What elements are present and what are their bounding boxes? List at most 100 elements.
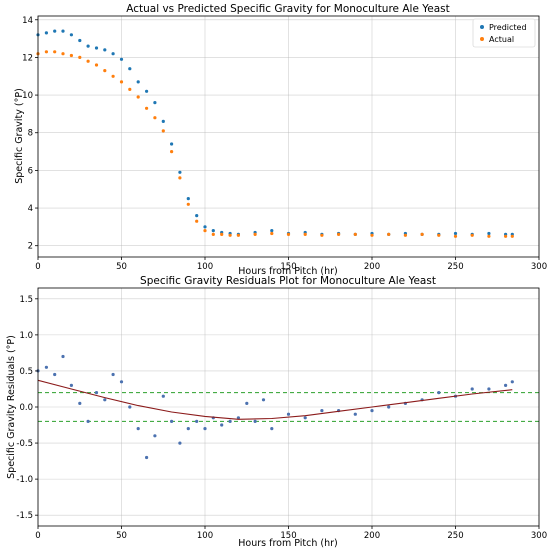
actual-point <box>236 233 240 237</box>
actual-point <box>228 233 232 237</box>
bottom-chart: Specific Gravity Residuals Plot for Mono… <box>6 275 547 549</box>
predicted-point <box>94 46 99 50</box>
predicted-point <box>153 101 157 105</box>
residual-point <box>487 387 491 391</box>
residual-point <box>161 394 165 398</box>
actual-point <box>270 231 274 236</box>
residual-point <box>178 441 182 445</box>
residual-point <box>61 354 65 359</box>
residual-point <box>353 412 357 416</box>
predicted-point <box>61 29 65 33</box>
top-y-tick-label: 10 <box>22 91 33 101</box>
top-x-tick-label: 150 <box>280 262 296 272</box>
residual-point <box>437 391 441 395</box>
predicted-point <box>53 29 57 33</box>
top-y-tick-label: 12 <box>22 53 33 63</box>
residual-point <box>145 455 149 460</box>
legend-actual-marker <box>480 37 484 41</box>
predicted-point <box>111 52 115 56</box>
predicted-point <box>178 170 182 174</box>
predicted-point <box>44 31 49 35</box>
residual-point <box>128 405 132 409</box>
actual-point <box>61 52 65 56</box>
residual-point <box>94 391 99 395</box>
top-y-tick-label: 6 <box>28 166 33 176</box>
actual-point <box>337 232 341 236</box>
actual-point <box>453 234 458 238</box>
residual-point <box>245 401 249 405</box>
residual-point <box>510 380 514 384</box>
top-chart: Actual vs Predicted Specific Gravity for… <box>14 3 547 277</box>
actual-point <box>94 63 99 67</box>
predicted-point <box>453 231 458 236</box>
actual-point <box>128 87 132 91</box>
residual-point <box>261 398 266 402</box>
residual-point <box>86 419 90 423</box>
predicted-point <box>170 142 174 146</box>
bottom-x-tick-label: 200 <box>364 531 380 541</box>
residual-point <box>136 427 140 431</box>
predicted-point <box>211 229 215 233</box>
top-chart-title: Actual vs Predicted Specific Gravity for… <box>126 3 450 15</box>
legend-actual-label: Actual <box>489 35 514 44</box>
residual-point <box>78 401 82 405</box>
actual-point <box>44 50 49 54</box>
residual-point <box>203 427 207 431</box>
predicted-point <box>78 38 82 43</box>
residual-point <box>111 372 115 377</box>
bottom-y-tick-label: -0.5 <box>16 439 33 449</box>
residual-point <box>303 416 307 420</box>
actual-point <box>203 229 207 233</box>
residual-point <box>228 419 232 423</box>
residual-point <box>44 365 49 369</box>
actual-point <box>170 150 174 154</box>
top-x-tick-label: 100 <box>197 262 213 272</box>
actual-point <box>186 202 190 206</box>
residual-point <box>270 427 274 431</box>
residual-point <box>153 434 157 438</box>
predicted-point <box>145 89 149 93</box>
predicted-point <box>119 57 124 61</box>
bottom-y-tick-label: 0.5 <box>19 367 33 377</box>
bottom-x-tick-label: 50 <box>116 531 127 541</box>
predicted-point <box>136 80 140 84</box>
residual-point <box>504 383 508 387</box>
actual-point <box>504 234 508 238</box>
bottom-y-tick-label: -1.5 <box>16 511 33 521</box>
residual-point <box>103 398 107 402</box>
residual-point <box>286 412 291 416</box>
top-x-tick-label: 250 <box>447 262 463 272</box>
residual-point <box>119 380 124 384</box>
residual-point <box>320 409 324 413</box>
legend-predicted-label: Predicted <box>489 23 527 32</box>
actual-point <box>195 219 199 223</box>
actual-point <box>387 232 391 236</box>
actual-point <box>320 233 324 237</box>
actual-point <box>437 233 441 237</box>
predicted-point <box>103 48 107 52</box>
top-x-axis-label: Hours from Pitch (hr) <box>238 266 337 277</box>
actual-point <box>510 234 514 238</box>
predicted-point <box>128 67 132 71</box>
bottom-x-tick-label: 300 <box>531 531 547 541</box>
top-y-tick-label: 2 <box>28 242 33 252</box>
residual-point <box>69 383 73 387</box>
residual-point <box>220 423 224 427</box>
actual-point <box>78 55 82 60</box>
actual-point <box>470 233 474 237</box>
actual-point <box>370 233 374 237</box>
residual-point <box>253 419 257 423</box>
actual-point <box>178 176 182 180</box>
actual-point <box>153 116 157 120</box>
bottom-x-axis-label: Hours from Pitch (hr) <box>238 538 337 549</box>
residual-point <box>236 416 240 420</box>
actual-point <box>353 232 357 236</box>
actual-point <box>403 233 407 237</box>
bottom-x-tick-label: 250 <box>447 531 463 541</box>
actual-point <box>253 232 257 236</box>
top-x-tick-label: 0 <box>35 262 40 272</box>
actual-point <box>211 232 215 236</box>
predicted-point <box>487 231 491 236</box>
actual-point <box>86 59 90 63</box>
